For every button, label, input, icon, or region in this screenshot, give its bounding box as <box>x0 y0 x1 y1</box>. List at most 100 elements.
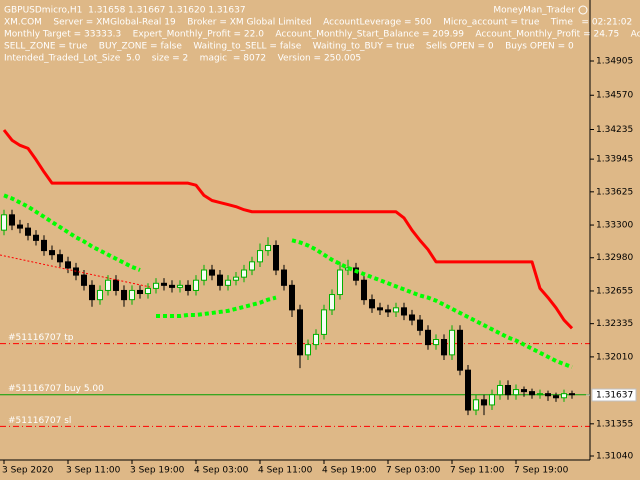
dotted-line <box>3 193 573 369</box>
trend-line <box>0 254 151 288</box>
candle-body <box>249 261 255 271</box>
candle-body <box>289 284 295 311</box>
x-tick-label: 7 Sep 19:00 <box>514 466 569 476</box>
x-tick-label: 3 Sep 2020 <box>2 466 54 476</box>
x-tick-label: 3 Sep 11:00 <box>66 466 121 476</box>
candle-body <box>145 287 151 295</box>
candle-body <box>425 329 431 346</box>
y-tick-label: 1.32980 <box>596 253 633 263</box>
candle-body <box>521 389 527 393</box>
y-tick-label: 1.32655 <box>596 286 633 296</box>
y-tick-label: 1.33300 <box>596 221 633 231</box>
price-box <box>591 388 637 402</box>
candle-body <box>129 289 135 301</box>
candle-body <box>369 299 375 309</box>
candle-body <box>513 389 519 396</box>
candle-body <box>361 279 367 301</box>
candle-body <box>377 307 383 311</box>
plot-area: #51116707 tp #51116707 buy 5.00 #51116707 … <box>0 129 590 427</box>
info-line: Monthly Target = 33333.3 Expert_Monthly_… <box>4 30 640 40</box>
candle-body <box>257 250 263 263</box>
candle-body <box>537 393 543 396</box>
candle-body <box>353 267 359 281</box>
candle-body <box>17 224 23 229</box>
candle-body <box>113 279 119 291</box>
candle-body <box>89 284 95 301</box>
candle-body <box>177 284 183 288</box>
candle-body <box>33 234 39 241</box>
candle-body <box>161 282 167 286</box>
y-tick-label: 1.32010 <box>596 352 633 362</box>
y-tick-label: 1.32335 <box>596 319 633 329</box>
y-tick-label: 1.31355 <box>596 419 633 429</box>
candle-body <box>401 307 407 316</box>
candle-body <box>505 384 511 396</box>
candle-body <box>25 227 31 236</box>
candle-body <box>481 399 487 406</box>
candle-body <box>449 329 455 356</box>
candle-body <box>281 269 287 286</box>
candle-body <box>217 274 223 286</box>
candle-body <box>201 269 207 281</box>
indicator-line <box>2 129 574 330</box>
brand-icon <box>578 5 588 15</box>
candle-body <box>121 289 127 301</box>
candle-body <box>457 329 463 371</box>
y-tick-label: 1.31040 <box>596 452 633 462</box>
candle-body <box>569 393 575 396</box>
candle-body <box>441 339 447 356</box>
candle-body <box>65 261 71 269</box>
candle-body <box>489 394 495 406</box>
candle-body <box>105 279 111 291</box>
candle-body <box>81 274 87 286</box>
info-line: XM.COM Server = XMGlobal-Real 19 Broker … <box>4 18 632 28</box>
candle-body <box>41 239 47 252</box>
candle-body <box>321 309 327 335</box>
x-tick-label: 4 Sep 19:00 <box>322 466 377 476</box>
candle-body <box>193 279 199 291</box>
candle-body <box>169 284 175 288</box>
candle-body <box>273 244 279 271</box>
info-line: Intended_Traded_Lot_Size 5.0 size = 2 ma… <box>4 54 361 64</box>
candle-body <box>313 333 319 346</box>
order-label: #51116707 tp <box>8 333 74 343</box>
y-tick-label: 1.34570 <box>596 91 633 101</box>
candle-body <box>561 393 567 399</box>
y-tick-label: 1.34235 <box>596 125 633 135</box>
order-label: #51116707 sl <box>8 416 71 426</box>
candle-body <box>57 254 63 263</box>
candle-body <box>497 384 503 396</box>
candle-body <box>137 289 143 295</box>
candle-body <box>393 307 399 313</box>
candle-body <box>1 214 7 231</box>
candle-body <box>465 369 471 411</box>
y-tick-label: 1.34905 <box>596 57 633 67</box>
candle-body <box>417 319 423 331</box>
candle-body <box>209 269 215 276</box>
candle-body <box>385 309 391 313</box>
x-tick-label: 7 Sep 03:00 <box>386 466 441 476</box>
candle-body <box>409 314 415 321</box>
candle-body <box>297 309 303 356</box>
candle-body <box>473 399 479 411</box>
candle-body <box>265 244 271 252</box>
candle-body <box>529 391 535 396</box>
candle-body <box>329 294 335 311</box>
candle-body <box>241 269 247 278</box>
candle-body <box>49 250 55 256</box>
x-tick-label: 4 Sep 11:00 <box>258 466 313 476</box>
candle-body <box>553 395 559 399</box>
order-label: #51116707 buy 5.00 <box>8 384 104 394</box>
y-tick-label: 1.33945 <box>596 155 633 165</box>
symbol-line: GBPUSDmicro,H1 1.31658 1.31667 1.31620 1… <box>4 6 246 16</box>
candle-body <box>545 393 551 397</box>
x-tick-label: 4 Sep 03:00 <box>194 466 249 476</box>
brand: MoneyMan_Trader <box>493 6 575 16</box>
candle-body <box>337 269 343 296</box>
candle-body <box>9 214 15 226</box>
info-line: SELL_ZONE = true BUY_ZONE = false Waitin… <box>4 42 574 52</box>
candle-body <box>185 284 191 291</box>
candle-body <box>97 289 103 301</box>
